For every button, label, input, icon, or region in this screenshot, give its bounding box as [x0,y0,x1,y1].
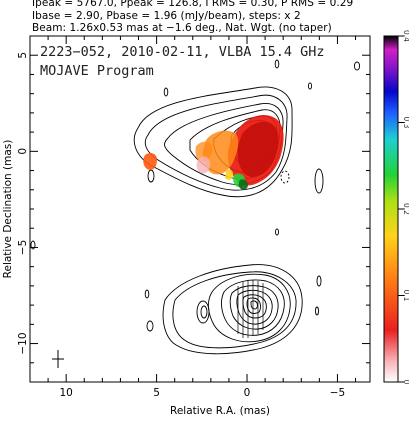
polarization-color-map [143,115,284,190]
evpa-lines [237,280,264,338]
colorbar-tick-label: 0.3 [402,117,409,129]
y-axis-label: Relative Declination (mas) [2,140,14,279]
colorbar-tick-label: 0.4 [402,30,409,42]
colorbar [383,35,399,383]
x-axis-label: Relative R.A. (mas) [170,405,270,417]
x-tick-label: 10 [59,387,72,399]
header-stats-line-2: Ibase = 2.90, Pbase = 1.96 (mJy/beam), s… [32,10,301,22]
colorbar-tick-label: 0 [402,380,409,385]
chart-subtitle: MOJAVE Program [40,63,154,79]
axes-group: 10 5 0 −5 5 0 −5 −10 [17,36,370,399]
plot-frame [29,35,371,383]
y-tick-label: 5 [17,52,29,59]
y-tick-label: 0 [17,148,29,155]
x-tick-label: 0 [244,387,251,399]
chart-title: 2223−052, 2010-02-11, VLBA 15.4 GHz [40,44,324,60]
header-stats-line-1: Ipeak = 5767.0, Ppeak = 126.8, I RMS = 0… [32,0,354,9]
y-tick-label: −10 [17,332,29,354]
beam-cross-marker [52,350,64,368]
colorbar-tick-label: 0.2 [402,203,409,215]
x-tick-label: −5 [330,387,345,399]
header-beam-line: Beam: 1.26x0.53 mas at −1.6 deg., Nat. W… [32,22,332,34]
x-tick-label: 5 [153,387,160,399]
colorbar-ticks: 0 0.1 0.2 0.3 0.4 [398,30,409,385]
y-tick-label: −5 [17,240,29,255]
colorbar-tick-label: 0.1 [402,290,409,302]
